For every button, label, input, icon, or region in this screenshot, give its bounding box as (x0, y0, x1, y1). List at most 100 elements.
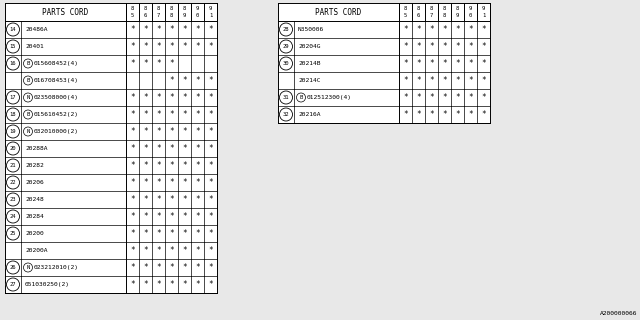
Text: *: * (195, 229, 200, 238)
Text: *: * (208, 280, 213, 289)
Text: *: * (442, 42, 447, 51)
Text: *: * (208, 25, 213, 34)
Circle shape (24, 93, 33, 102)
Text: *: * (169, 110, 174, 119)
Circle shape (24, 59, 33, 68)
Text: 28: 28 (283, 27, 289, 32)
Text: *: * (143, 25, 148, 34)
Text: *: * (143, 246, 148, 255)
Text: *: * (130, 110, 135, 119)
Circle shape (6, 261, 19, 274)
Text: 20206: 20206 (25, 180, 44, 185)
Text: *: * (156, 178, 161, 187)
Circle shape (6, 227, 19, 240)
Text: *: * (208, 93, 213, 102)
Text: *: * (195, 212, 200, 221)
Text: 9: 9 (469, 6, 472, 11)
Text: B: B (26, 112, 29, 117)
Circle shape (6, 176, 19, 189)
Text: *: * (182, 263, 187, 272)
Text: 8: 8 (144, 6, 147, 11)
Text: *: * (169, 42, 174, 51)
Circle shape (280, 40, 292, 53)
Text: *: * (169, 76, 174, 85)
Text: *: * (195, 263, 200, 272)
Text: PARTS CORD: PARTS CORD (42, 7, 88, 17)
Text: *: * (429, 76, 434, 85)
Text: *: * (416, 42, 421, 51)
Text: *: * (143, 195, 148, 204)
Text: *: * (182, 93, 187, 102)
Text: *: * (169, 93, 174, 102)
Text: 8: 8 (157, 6, 160, 11)
Circle shape (6, 278, 19, 291)
Text: 22: 22 (10, 180, 16, 185)
Circle shape (280, 108, 292, 121)
Text: 20200A: 20200A (25, 248, 47, 253)
Text: 21: 21 (10, 163, 16, 168)
Text: 20214B: 20214B (298, 61, 321, 66)
Text: *: * (143, 42, 148, 51)
Text: *: * (195, 127, 200, 136)
Text: *: * (455, 93, 460, 102)
Text: 8: 8 (170, 13, 173, 19)
Text: *: * (208, 229, 213, 238)
Text: *: * (455, 59, 460, 68)
Text: *: * (156, 229, 161, 238)
Text: 015608452(4): 015608452(4) (33, 61, 79, 66)
Text: *: * (442, 25, 447, 34)
Text: *: * (182, 212, 187, 221)
Text: 31: 31 (283, 95, 289, 100)
Text: *: * (130, 144, 135, 153)
Text: *: * (429, 110, 434, 119)
Text: N: N (26, 95, 29, 100)
Circle shape (6, 23, 19, 36)
Text: 20288A: 20288A (25, 146, 47, 151)
Text: 29: 29 (283, 44, 289, 49)
Text: *: * (416, 25, 421, 34)
Circle shape (24, 263, 33, 272)
Text: *: * (143, 280, 148, 289)
Text: 9: 9 (183, 13, 186, 19)
Text: 20214C: 20214C (298, 78, 321, 83)
Text: *: * (130, 195, 135, 204)
Circle shape (24, 127, 33, 136)
Text: *: * (429, 25, 434, 34)
Text: *: * (169, 195, 174, 204)
Text: 9: 9 (209, 6, 212, 11)
Circle shape (6, 193, 19, 206)
Text: *: * (403, 110, 408, 119)
Text: *: * (182, 127, 187, 136)
Text: 015610452(2): 015610452(2) (33, 112, 79, 117)
Text: *: * (182, 110, 187, 119)
Text: *: * (169, 127, 174, 136)
Text: *: * (156, 42, 161, 51)
Text: *: * (143, 110, 148, 119)
Text: 6: 6 (417, 13, 420, 19)
Text: *: * (195, 280, 200, 289)
Text: 25: 25 (10, 231, 16, 236)
Text: 8: 8 (404, 6, 407, 11)
Text: *: * (182, 42, 187, 51)
Text: 16: 16 (10, 61, 16, 66)
Text: 20204G: 20204G (298, 44, 321, 49)
Text: *: * (182, 25, 187, 34)
Text: *: * (403, 59, 408, 68)
Text: *: * (455, 42, 460, 51)
Text: *: * (156, 246, 161, 255)
Text: *: * (143, 127, 148, 136)
Circle shape (280, 57, 292, 70)
Text: *: * (130, 127, 135, 136)
Text: N: N (26, 265, 29, 270)
Circle shape (280, 23, 292, 36)
Text: *: * (169, 229, 174, 238)
Text: *: * (442, 76, 447, 85)
Text: *: * (481, 42, 486, 51)
Text: 023212010(2): 023212010(2) (33, 265, 79, 270)
Text: *: * (195, 161, 200, 170)
Text: *: * (143, 212, 148, 221)
Text: *: * (208, 212, 213, 221)
Text: 8: 8 (456, 6, 459, 11)
Text: 8: 8 (131, 6, 134, 11)
Text: *: * (208, 263, 213, 272)
